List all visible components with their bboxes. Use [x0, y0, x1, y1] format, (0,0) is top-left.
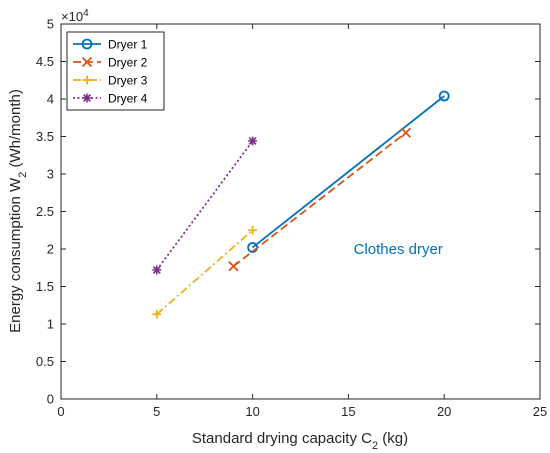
- legend-item: Dryer 1: [73, 38, 148, 52]
- data-point-x: [228, 261, 239, 272]
- data-point-star: [82, 93, 92, 103]
- legend-label: Dryer 2: [108, 56, 148, 70]
- data-point-x: [81, 56, 93, 68]
- x-tick-label: 5: [153, 404, 160, 419]
- data-point-circle: [438, 90, 450, 102]
- axis-ticks: 0 5 10 15 20 25 0 0.5 1 1.5 2 2.5 3 3.5 4 4.5 5: [36, 17, 547, 420]
- y-tick-label: 3: [47, 167, 54, 182]
- y-tick-label: 0: [47, 392, 54, 407]
- legend-item: Dryer 4: [73, 92, 148, 106]
- series-line: [252, 95, 445, 249]
- y-tick-label: 5: [47, 17, 54, 32]
- legend-label: Dryer 1: [108, 38, 148, 52]
- y-axis-exponent: ×104: [61, 8, 89, 25]
- x-axis-label-unit: (kg): [378, 430, 408, 447]
- legend-label: Dryer 4: [108, 92, 148, 106]
- data-point-plus: [152, 309, 162, 319]
- series-4: [152, 136, 258, 275]
- y-axis-label-unit: (Wh/month): [7, 89, 24, 172]
- y-exponent-base: ×10: [61, 9, 83, 24]
- series-layer: [152, 90, 450, 319]
- data-point-x: [400, 127, 412, 138]
- y-tick-label: 4.5: [36, 54, 54, 69]
- x-axis-label-sub: 2: [372, 440, 378, 452]
- y-axis-label-main: Energy consumption W: [7, 177, 24, 333]
- x-tick-label: 0: [57, 404, 64, 419]
- y-tick-label: 3.5: [36, 129, 54, 144]
- data-point-plus: [248, 225, 258, 235]
- y-tick-label: 2: [47, 242, 54, 257]
- data-point-circle: [81, 38, 93, 50]
- y-exponent-power: 4: [83, 8, 89, 19]
- y-tick-label: 2.5: [36, 204, 54, 219]
- legend-item: Dryer 3: [73, 74, 148, 88]
- y-tick-label: 1: [47, 317, 54, 332]
- y-tick-label: 0.5: [36, 354, 54, 369]
- data-point-plus: [82, 75, 92, 85]
- annotation-label: Clothes dryer: [354, 241, 443, 258]
- x-tick-label: 25: [533, 404, 547, 419]
- y-tick-label: 1.5: [36, 279, 54, 294]
- y-tick-label: 4: [47, 92, 54, 107]
- y-axis-label: Energy consumption W2 (Wh/month): [7, 89, 29, 333]
- x-tick-label: 15: [341, 404, 355, 419]
- legend-item: Dryer 2: [73, 56, 148, 70]
- series-2: [228, 127, 412, 272]
- data-point-star: [248, 136, 258, 146]
- legend-label: Dryer 3: [108, 74, 148, 88]
- data-point-star: [152, 265, 162, 275]
- x-axis-label: Standard drying capacity C2 (kg): [192, 430, 408, 452]
- x-tick-label: 20: [437, 404, 451, 419]
- legend: Dryer 1 Dryer 2 Dryer 3 Dryer 4: [66, 31, 165, 111]
- x-tick-label: 10: [245, 404, 259, 419]
- series-line: [156, 229, 254, 315]
- series-line: [232, 132, 407, 267]
- x-axis-label-main: Standard drying capacity C: [192, 430, 372, 447]
- y-axis-label-sub: 2: [17, 172, 29, 178]
- series-3: [152, 225, 258, 319]
